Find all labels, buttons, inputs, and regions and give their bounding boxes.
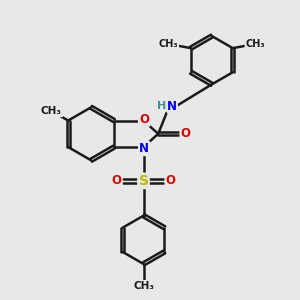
- Text: N: N: [167, 100, 177, 113]
- Text: N: N: [139, 142, 149, 155]
- Text: H: H: [157, 101, 167, 111]
- Text: CH₃: CH₃: [41, 106, 62, 116]
- Text: O: O: [181, 127, 190, 140]
- Text: S: S: [139, 174, 148, 188]
- Text: CH₃: CH₃: [246, 39, 265, 49]
- Text: CH₃: CH₃: [158, 39, 178, 49]
- Text: O: O: [139, 112, 149, 126]
- Text: O: O: [111, 174, 122, 188]
- Text: O: O: [166, 174, 176, 188]
- Text: CH₃: CH₃: [133, 281, 154, 291]
